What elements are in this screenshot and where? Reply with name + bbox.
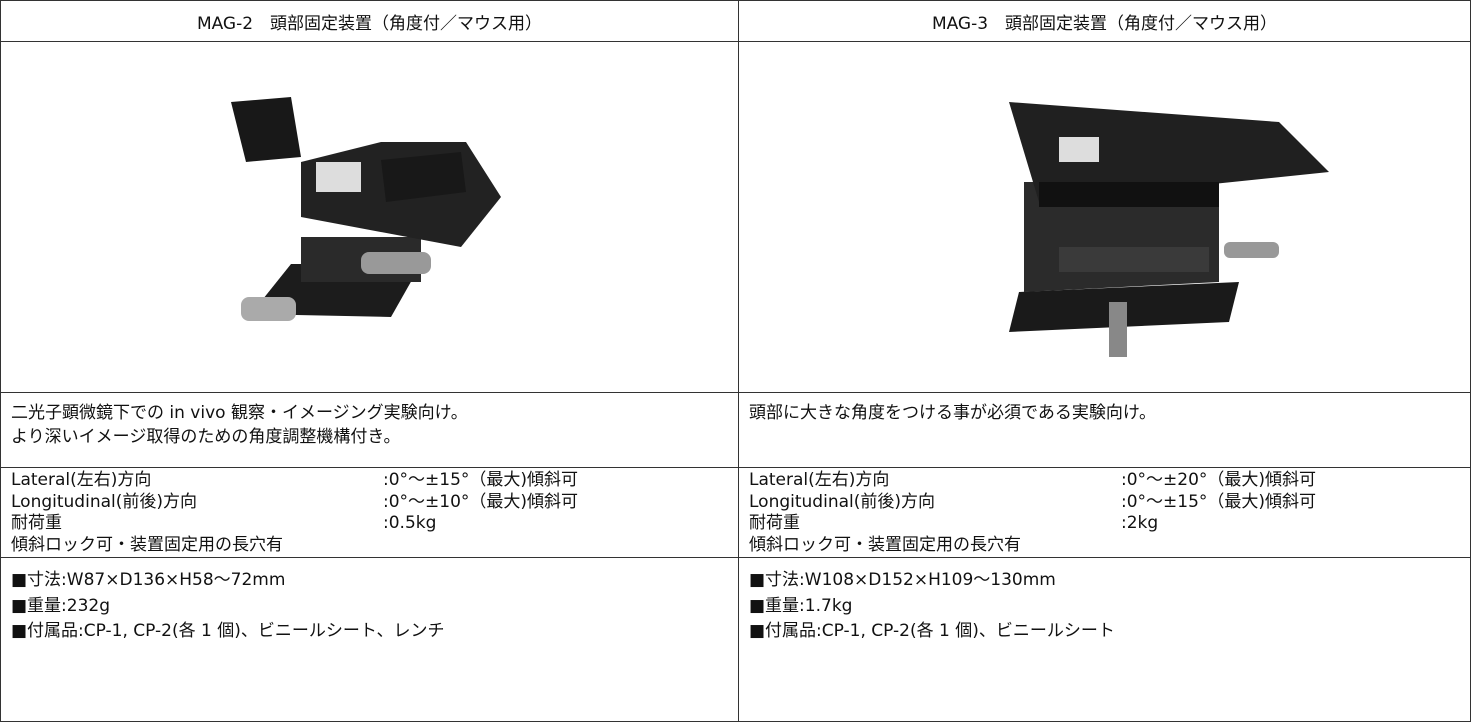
spec-label: Longitudinal(前後)方向 <box>749 491 935 512</box>
details-cell: ■寸法:W87×D136×H58〜72mm ■重量:232g ■付属品:CP-1, … <box>1 558 739 722</box>
spec-value: :0°～±15°（最大)傾斜可 <box>1121 491 1317 512</box>
description-line: 二光子顕微鏡下での in vivo 観察・イメージング実験向け。 <box>11 403 468 423</box>
image-cell <box>739 42 1471 393</box>
description-line: より深いイメージ取得のための角度調整機構付き。 <box>11 427 401 447</box>
spec-label: Longitudinal(前後)方向 <box>11 491 197 512</box>
details-cell: ■寸法:W108×D152×H109〜130mm ■重量:1.7kg ■付属品:CP… <box>739 558 1471 722</box>
product-image <box>231 97 501 321</box>
column-header: MAG-3 頭部固定装置（角度付／マウス用） <box>931 13 1278 34</box>
detail-line: ■重量:1.7kg <box>749 595 853 616</box>
spec-label: Lateral(左右)方向 <box>749 470 890 490</box>
detail-line: ■重量:232g <box>11 595 111 616</box>
spec-row: 耐荷重 :0.5kg <box>11 513 738 535</box>
spec-label: 耐荷重 <box>749 513 800 533</box>
spec-value: :0.5kg <box>383 513 437 533</box>
spec-note: 傾斜ロック可・装置固定用の長穴有 <box>11 534 283 555</box>
spec-row: Lateral(左右)方向 :0°～±20°（最大)傾斜可 <box>749 470 1470 492</box>
spec-label: 耐荷重 <box>11 513 62 533</box>
product-image <box>1009 102 1329 357</box>
description-cell: 二光子顕微鏡下での in vivo 観察・イメージング実験向け。 より深いイメージ… <box>1 393 739 468</box>
spec-row: 耐荷重 :2kg <box>749 513 1470 535</box>
spec-value: :2kg <box>1121 513 1159 533</box>
spec-row: Longitudinal(前後)方向 :0°～±15°（最大)傾斜可 <box>749 492 1470 514</box>
detail-line: ■寸法:W87×D136×H58〜72mm <box>11 570 286 590</box>
header-cell: MAG-3 頭部固定装置（角度付／マウス用） <box>739 1 1471 42</box>
spec-row: Longitudinal(前後)方向 :0°～±10°（最大)傾斜可 <box>11 492 738 514</box>
detail-line: ■寸法:W108×D152×H109〜130mm <box>749 570 1056 590</box>
image-cell <box>1 42 739 393</box>
description-line: 頭部に大きな角度をつける事が必須である実験向け。 <box>749 403 1156 423</box>
spec-row: Lateral(左右)方向 :0°～±15°（最大)傾斜可 <box>11 470 738 492</box>
detail-line: ■付属品:CP-1, CP-2(各 1 個)、ビニールシート <box>749 621 1115 641</box>
spec-label: Lateral(左右)方向 <box>11 470 152 490</box>
spec-cell: Lateral(左右)方向:0°～±20°（最大)傾斜可 Longitudinal… <box>739 468 1471 558</box>
column-header: MAG-2 頭部固定装置（角度付／マウス用） <box>196 13 543 34</box>
spec-value: :0°～±20°（最大)傾斜可 <box>1121 470 1317 490</box>
description-cell: 頭部に大きな角度をつける事が必須である実験向け。 <box>739 393 1471 468</box>
header-cell: MAG-2 頭部固定装置（角度付／マウス用） <box>1 1 739 42</box>
spec-value: :0°～±15°（最大)傾斜可 <box>383 470 579 490</box>
spec-note: 傾斜ロック可・装置固定用の長穴有 <box>749 534 1021 555</box>
spec-cell: Lateral(左右)方向:0°～±15°（最大)傾斜可 Longitudinal… <box>1 468 739 558</box>
detail-line: ■付属品:CP-1, CP-2(各 1 個)、ビニールシート、レンチ <box>11 621 445 641</box>
spec-value: :0°～±10°（最大)傾斜可 <box>383 491 579 512</box>
